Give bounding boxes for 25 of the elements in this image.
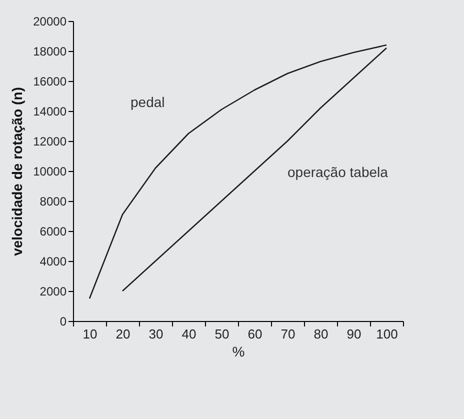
x-tick-label: 70: [280, 326, 296, 342]
x-tick-label: 60: [248, 326, 262, 342]
y-tick-label: 18000: [33, 44, 67, 58]
y-tick-label: 2000: [40, 284, 67, 298]
y-tick-label: 8000: [40, 194, 67, 208]
y-tick-label: 0: [60, 314, 67, 328]
x-tick-label: 100: [376, 326, 398, 342]
y-tick-label: 20000: [33, 14, 67, 28]
x-tick-label: 40: [182, 326, 196, 342]
y-tick-label: 12000: [33, 134, 67, 148]
x-tick-label: 50: [214, 326, 230, 342]
y-tick-label: 16000: [33, 74, 67, 88]
x-tick-label: 80: [314, 326, 328, 342]
y-axis-title: velocidade de rotação (n): [9, 87, 26, 256]
x-tick-label: 30: [148, 326, 164, 342]
text: pedal: [130, 94, 165, 110]
x-tick-label: 90: [346, 326, 362, 342]
x-axis-title: %: [232, 344, 245, 360]
y-tick-label: 6000: [40, 224, 67, 238]
series-label: operação tabela: [288, 164, 388, 180]
x-tick-label: 20: [116, 326, 130, 342]
y-tick-label: 14000: [33, 104, 67, 118]
x-tick-label: 10: [82, 326, 98, 342]
y-tick-label: 4000: [40, 254, 67, 268]
y-tick-label: 10000: [33, 164, 67, 178]
